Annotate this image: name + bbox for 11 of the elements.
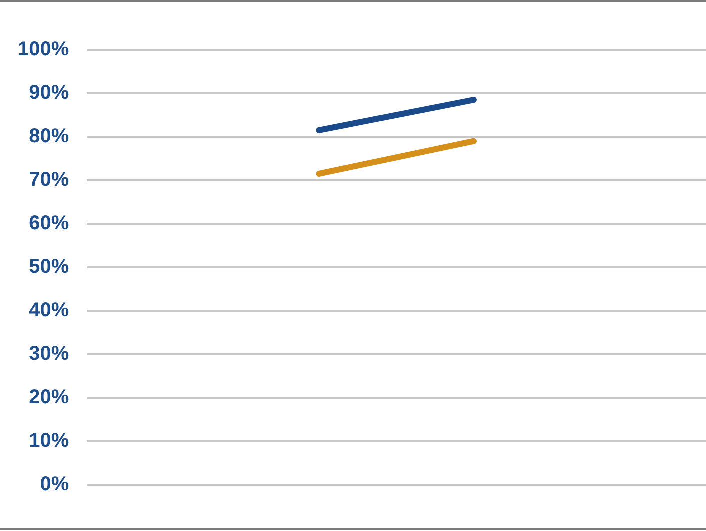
y-tick-label: 60% [29, 212, 70, 235]
y-tick-label: 40% [29, 300, 70, 322]
y-tick-label: 80% [29, 126, 70, 148]
y-tick-label: 20% [29, 386, 70, 409]
y-tick-label: 10% [29, 430, 70, 452]
y-tick-label: 90% [29, 82, 70, 104]
y-tick-label: 30% [29, 343, 70, 366]
y-tick-label: 100% [18, 38, 70, 61]
y-tick-label: 70% [29, 169, 70, 192]
y-tick-label: 0% [40, 474, 70, 496]
y-tick-label: 50% [29, 256, 70, 278]
